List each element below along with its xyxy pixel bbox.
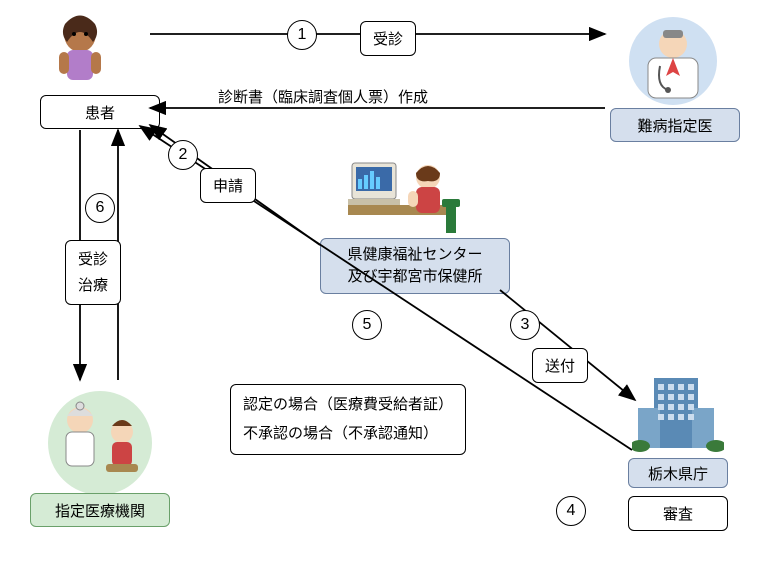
patient-illustration bbox=[45, 12, 115, 92]
result-box: 認定の場合（医療費受給者証） 不承認の場合（不承認通知） bbox=[230, 384, 466, 455]
step-5-circle: 5 bbox=[352, 310, 382, 340]
step-3-label: 送付 bbox=[532, 348, 588, 383]
step-4-label: 審査 bbox=[628, 496, 728, 531]
building-illustration bbox=[632, 368, 724, 456]
step-1-text: 受診 bbox=[373, 31, 403, 48]
step-4-text: 審査 bbox=[663, 506, 693, 523]
treatment-box: 受診 治療 bbox=[65, 240, 121, 305]
step-3-circle: 3 bbox=[510, 310, 540, 340]
diagnosis-text: 診断書（臨床調査個人票）作成 bbox=[218, 86, 428, 107]
step-3-num: 3 bbox=[521, 316, 530, 334]
step-6-num: 6 bbox=[96, 199, 105, 217]
step-1-label: 受診 bbox=[360, 21, 416, 56]
step-6-circle: 6 bbox=[85, 193, 115, 223]
step-2-circle: 2 bbox=[168, 140, 198, 170]
step-2-label: 申請 bbox=[200, 168, 256, 203]
facility-illustration bbox=[40, 388, 160, 493]
treatment-text: 受診 治療 bbox=[78, 251, 108, 294]
result-text: 認定の場合（医療費受給者証） 不承認の場合（不承認通知） bbox=[243, 396, 453, 442]
clerk-illustration bbox=[348, 155, 478, 237]
step-4-circle: 4 bbox=[556, 496, 586, 526]
step-1-circle: 1 bbox=[287, 20, 317, 50]
arrow-a3 bbox=[500, 290, 635, 400]
step-2-num: 2 bbox=[179, 146, 188, 164]
step-4-num: 4 bbox=[567, 502, 576, 520]
step-2-text: 申請 bbox=[213, 178, 243, 195]
doctor-illustration bbox=[618, 16, 728, 106]
diagnosis-text-content: 診断書（臨床調査個人票）作成 bbox=[218, 89, 428, 106]
step-5-num: 5 bbox=[363, 316, 372, 334]
step-1-num: 1 bbox=[298, 26, 307, 44]
step-3-text: 送付 bbox=[545, 358, 575, 375]
